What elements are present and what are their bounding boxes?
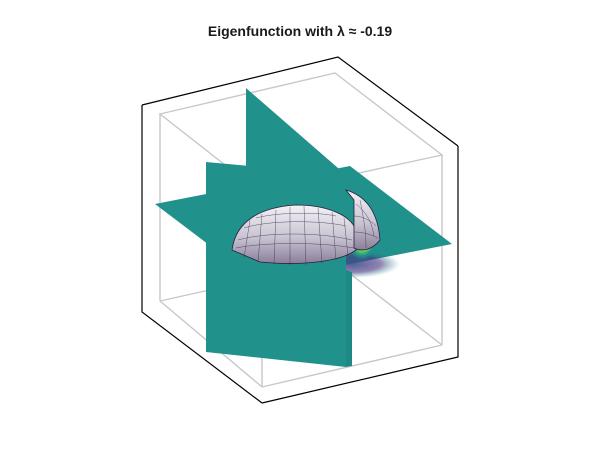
front-box-edges bbox=[141, 56, 459, 404]
x-slice bbox=[206, 162, 346, 367]
y-slice-lower bbox=[346, 270, 352, 367]
isosurface-dome bbox=[231, 189, 381, 266]
plot-title: Eigenfunction with λ ≈ -0.19 bbox=[207, 23, 393, 39]
